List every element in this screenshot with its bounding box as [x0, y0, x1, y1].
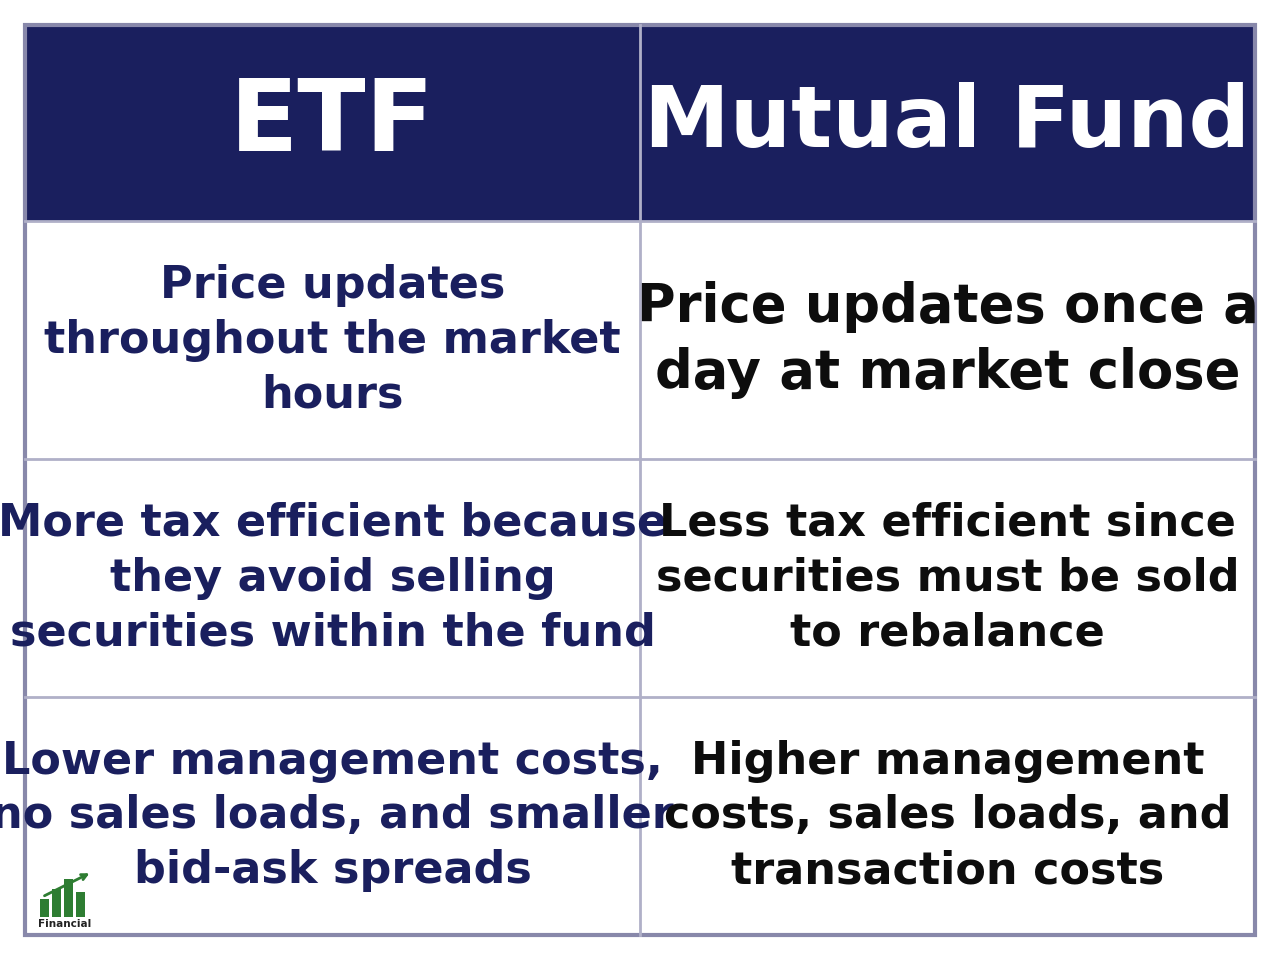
Bar [640, 221, 1254, 459]
Bar [40, 899, 49, 917]
Text: Less tax efficient since
securities must be sold
to rebalance: Less tax efficient since securities must… [655, 501, 1239, 655]
Bar [640, 26, 1254, 221]
Text: More tax efficient because
they avoid selling
securities within the fund: More tax efficient because they avoid se… [0, 501, 667, 655]
Text: Higher management
costs, sales loads, and
transaction costs: Higher management costs, sales loads, an… [664, 739, 1231, 893]
Text: Financial: Financial [38, 919, 92, 929]
Text: Mutual Fund: Mutual Fund [644, 82, 1251, 165]
Bar [26, 697, 640, 935]
Text: Price updates once a
day at market close: Price updates once a day at market close [636, 281, 1258, 399]
Bar [26, 459, 640, 697]
Bar [26, 26, 640, 221]
Bar [64, 879, 73, 917]
Text: Lower management costs,
no sales loads, and smaller
bid-ask spreads: Lower management costs, no sales loads, … [0, 739, 673, 893]
Text: ETF: ETF [230, 75, 435, 172]
Bar [640, 459, 1254, 697]
Bar [26, 221, 640, 459]
Bar [640, 697, 1254, 935]
Text: Price updates
throughout the market
hours: Price updates throughout the market hour… [45, 264, 621, 417]
Bar [76, 892, 84, 917]
Bar [52, 889, 61, 917]
